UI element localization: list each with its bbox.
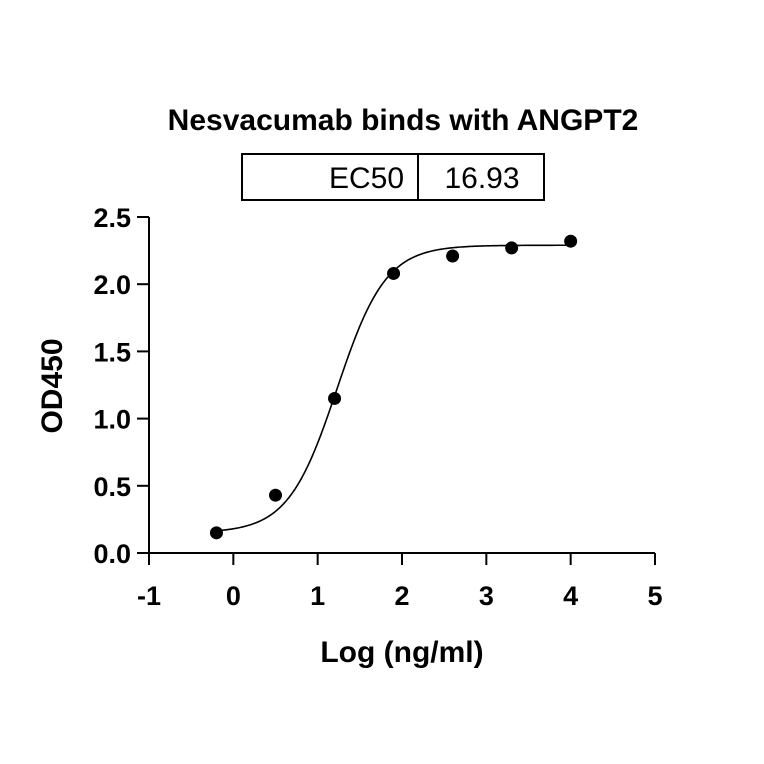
x-tick-label: 0 [226,581,241,611]
data-point [269,488,282,502]
data-point [505,241,519,255]
y-tick-label: 1.0 [93,405,131,435]
ec50-table-frame [241,153,545,201]
ec50-label: EC50 [329,162,404,195]
x-ticks: -1 0 1 2 3 4 5 [137,553,663,611]
y-axis-label: OD450 [36,338,69,433]
data-points [209,234,578,540]
y-tick-label: 1.5 [93,337,131,367]
fit-curve [216,244,571,532]
ec50-table: EC50 16.93 [241,153,545,201]
data-point [564,234,578,248]
data-point [209,526,223,540]
x-tick-label: 2 [394,581,409,611]
data-point [328,391,342,405]
y-tick-label: 0.0 [93,539,131,569]
y-tick-label: 0.5 [93,472,131,502]
x-tick-label: 1 [310,581,325,611]
data-point [387,266,401,280]
data-point [446,249,460,263]
chart-title: Nesvacumab binds with ANGPT2 [168,104,639,137]
y-ticks: 0.0 0.5 1.0 1.5 2.0 2.5 [93,203,149,569]
x-tick-label: 5 [647,581,662,611]
ec50-value: 16.93 [444,162,519,195]
x-tick-label: 4 [563,581,578,611]
x-tick-label: -1 [137,581,161,611]
y-tick-label: 2.0 [93,270,131,300]
y-tick-label: 2.5 [93,203,131,233]
x-tick-label: 3 [479,581,494,611]
x-axis-label: Log (ng/ml) [320,636,483,669]
axes [148,217,655,554]
